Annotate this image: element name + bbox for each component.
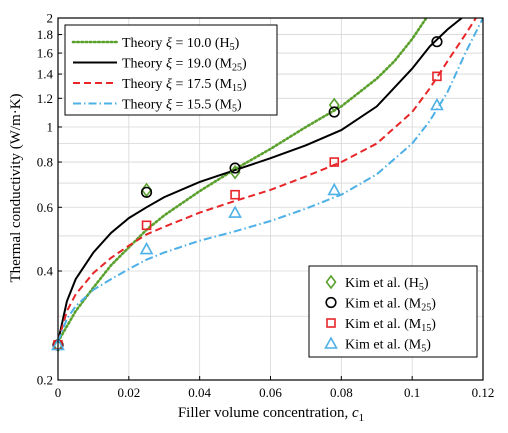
legend-data-marker: [325, 274, 337, 290]
data-point-square: [432, 71, 442, 82]
legend-data-label: Kim et al. (M5): [345, 338, 431, 355]
legend-theory-label: Theory ξ = 19.0 (M25): [122, 57, 247, 74]
legend-subscript: 15: [421, 323, 431, 334]
y-tick-label: 1.2: [37, 91, 53, 106]
plot-frame: [57, 17, 484, 381]
data-point-triangle: [430, 97, 444, 111]
legend-prefix: Theory: [122, 77, 166, 92]
legend-rest: = 19.0 (M: [172, 57, 233, 72]
y-tick-label: 0.4: [37, 264, 54, 279]
legend-theory: Theory ξ = 10.0 (H5)Theory ξ = 19.0 (M25…: [64, 24, 278, 116]
legend-rest: = 17.5 (M: [172, 77, 233, 92]
y-tick-label: 1.4: [37, 67, 54, 82]
legend-data-marker: [325, 296, 337, 309]
x-tick-label: 0.08: [330, 385, 353, 400]
legend-prefix: Theory: [122, 98, 166, 113]
data-point-square: [141, 220, 152, 231]
legend-suffix: ): [242, 77, 247, 92]
theory-line-3: [58, 18, 483, 343]
legend-subscript: 25: [232, 63, 242, 74]
legend-theory-box: [64, 24, 278, 116]
y-tick-label: 2: [47, 11, 54, 26]
legend-prefix: Kim et al. (M: [345, 297, 422, 312]
legend-data-label: Kim et al. (M25): [345, 297, 436, 314]
legend-data-marker: [324, 336, 338, 349]
legend-suffix: ): [424, 276, 429, 291]
y-tick-label: 0.8: [37, 155, 53, 170]
data-point-circle: [140, 186, 153, 198]
legend-prefix: Kim et al. (M: [345, 317, 422, 332]
legend-data-box: [308, 265, 478, 358]
data-point-circle: [229, 162, 241, 174]
y-tick-label: 0.6: [37, 200, 54, 215]
legend-subscript: 5: [232, 104, 237, 115]
legend-theory-label: Theory ξ = 15.5 (M5): [122, 98, 242, 115]
axes: [57, 17, 484, 381]
x-tick-label: 0.06: [259, 385, 282, 400]
legend-theory-label: Theory ξ = 10.0 (H5): [122, 36, 240, 53]
legend-suffix: ): [235, 36, 240, 51]
data-point-square: [230, 189, 240, 200]
theory-line-1: [58, 18, 463, 343]
y-tick-label: 1.6: [37, 46, 54, 61]
legend-subscript: 5: [230, 42, 235, 53]
legend-subscript: 5: [419, 282, 424, 293]
legend-suffix: ): [237, 98, 242, 113]
y-tick-label: 1.8: [37, 27, 53, 42]
x-tick-label: 0: [55, 385, 62, 400]
legend-subscript: 5: [421, 344, 426, 355]
legend-symbol: ξ: [166, 36, 172, 51]
data-point-triangle: [139, 241, 154, 255]
legend-data-label: Kim et al. (M15): [345, 317, 436, 334]
legend-symbol: ξ: [166, 57, 172, 72]
legend-symbol: ξ: [166, 98, 172, 113]
legend-suffix: ): [431, 317, 436, 332]
series-layer: [51, 18, 483, 353]
theory-line-0: [58, 18, 428, 344]
theory-line-2: [58, 18, 477, 343]
legend-data-marker: [326, 318, 336, 328]
legend-rest: = 15.5 (M: [172, 98, 233, 113]
data-point-square: [329, 157, 340, 167]
legend-data-label: Kim et al. (H5): [345, 276, 429, 293]
data-point-circle: [328, 106, 340, 118]
data-point-circle: [431, 36, 443, 48]
data-point-diamond: [229, 164, 241, 180]
legend-subscript: 25: [421, 303, 431, 314]
legend-prefix: Kim et al. (M: [345, 338, 422, 353]
x-tick-label: 0.02: [117, 385, 140, 400]
legend-suffix: ): [242, 57, 247, 72]
legend-symbol: ξ: [166, 77, 172, 92]
legend-rest: = 10.0 (H: [172, 36, 230, 51]
data-point-diamond: [141, 182, 153, 198]
legend-prefix: Theory: [122, 57, 166, 72]
tick-labels: 0 0.02 0.04 0.06 0.08 0.1 0.12 0.2 0.4 0.6 0.8 1 1.2…: [37, 11, 495, 401]
y-axis-label: Thermal conductivity (W/m·K): [8, 93, 24, 282]
legend-suffix: ): [431, 297, 436, 312]
legend-subscript: 15: [232, 83, 242, 94]
x-tick-label: 0.12: [472, 385, 495, 400]
legend-suffix: ): [426, 338, 431, 353]
x-axis-subscript: 1: [359, 412, 365, 424]
x-tick-label: 0.1: [404, 385, 420, 400]
y-tick-label: 1: [47, 119, 54, 134]
legend-data: Kim et al. (H5)Kim et al. (M25)Kim et al…: [308, 265, 478, 358]
x-axis-label: Filler volume concentration, c1: [178, 405, 364, 424]
data-point-diamond: [328, 97, 340, 113]
data-point-triangle: [228, 205, 242, 218]
legend-prefix: Theory: [122, 36, 166, 51]
x-tick-label: 0.04: [188, 385, 211, 400]
x-axis-symbol: c: [352, 405, 359, 421]
data-point-triangle: [327, 182, 342, 196]
y-tick-label: 0.2: [37, 373, 53, 388]
legend-prefix: Kim et al. (H: [345, 276, 419, 291]
legend-theory-label: Theory ξ = 17.5 (M15): [122, 77, 247, 94]
